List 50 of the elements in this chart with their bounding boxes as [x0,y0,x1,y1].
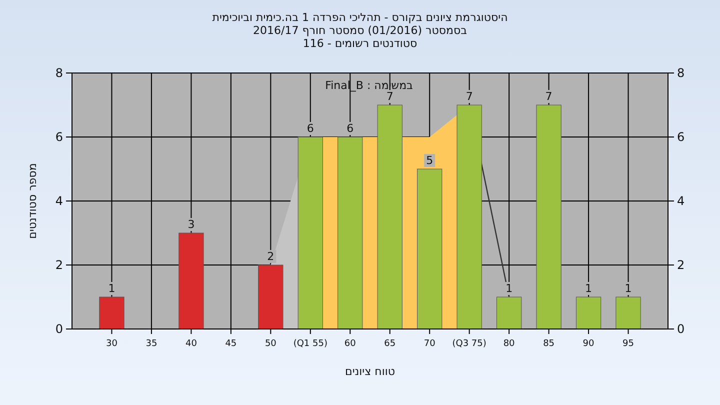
data-label: 7 [466,90,473,103]
bar [99,296,124,330]
x-tick-label: 35 [146,339,158,349]
data-label: 1 [108,282,116,295]
y-tick-label: 6 [55,130,63,144]
data-label: 2 [267,250,274,263]
data-label: 3 [188,218,195,231]
y-tick-label: 8 [55,66,63,80]
bar [377,104,402,330]
x-tick-label: 65 [384,339,396,349]
x-tick-label: 40 [185,339,198,349]
x-tick-label: 60 [344,339,356,349]
x-tick-label: 30 [106,339,118,349]
y2-tick-label: 4 [677,194,685,208]
bar [496,296,522,330]
data-label: 1 [506,282,513,295]
data-label: 7 [386,90,394,103]
y-tick-label: 4 [55,194,63,208]
y2-tick-label: 0 [677,322,685,336]
x-tick-label: 95 [622,339,634,349]
y2-tick-label: 8 [677,66,685,80]
data-label: 5 [426,154,434,167]
bar [338,136,363,330]
bar [417,168,442,330]
x-tick-label: (Q1 55) [293,339,328,349]
x-tick-label: 45 [225,339,237,349]
y2-tick-label: 2 [677,258,685,272]
data-label: 1 [624,282,632,295]
bar [576,296,602,330]
y-axis-title: מספר סטודנטים [26,163,39,239]
y2-tick-label: 6 [677,130,685,144]
data-label: 6 [346,122,354,135]
x-tick-label: 80 [503,339,516,349]
data-label: 6 [306,122,314,135]
bar [616,296,641,330]
chart-title: היסטוגרמת ציונים בקורס - תהליכי הפרדה 1 בה.כימית וביוכימית [212,11,508,24]
x-tick-label: (Q3 75) [452,339,486,349]
bar [536,104,562,330]
bar [178,232,204,330]
data-label: 1 [585,282,592,295]
x-tick-label: 50 [264,339,277,349]
y-tick-label: 0 [55,322,63,336]
x-axis-title: טווח ציונים [345,365,395,378]
bar [456,104,482,330]
x-tick-label: 70 [424,339,436,349]
data-label: 7 [545,90,552,103]
x-tick-label: 90 [582,339,595,349]
y-tick-label: 2 [55,258,63,272]
x-tick-label: 85 [543,339,555,349]
chart-subtitle: בסמסטר (01/2016) סמסטר חורף 2016/17 סטודנטים רשומים - 116 [253,24,467,50]
